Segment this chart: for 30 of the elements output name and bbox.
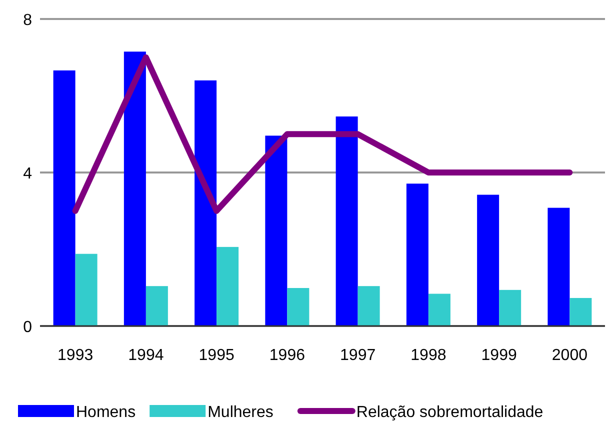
legend-label: Relação sobremortalidade bbox=[356, 404, 544, 421]
bar bbox=[146, 286, 168, 326]
x-tick-label: 1995 bbox=[198, 347, 234, 364]
x-tick-label: 1993 bbox=[58, 347, 94, 364]
bar bbox=[570, 298, 592, 326]
bar bbox=[358, 286, 380, 326]
y-tick-label: 4 bbox=[23, 166, 32, 182]
bar bbox=[406, 184, 428, 326]
x-tick-label: 1994 bbox=[128, 347, 164, 364]
x-tick-label: 1996 bbox=[269, 347, 306, 364]
bar bbox=[53, 70, 76, 326]
bar bbox=[428, 294, 450, 326]
bar bbox=[477, 194, 500, 326]
bar bbox=[194, 80, 217, 326]
bar bbox=[287, 288, 310, 326]
bar bbox=[336, 116, 358, 326]
legend-label: Mulheres bbox=[208, 404, 274, 421]
bar bbox=[499, 290, 522, 326]
bar bbox=[75, 254, 98, 326]
legend-label: Homens bbox=[76, 404, 136, 421]
bar bbox=[124, 52, 146, 326]
x-tick-label: 1998 bbox=[410, 347, 446, 364]
bar bbox=[216, 246, 239, 326]
y-tick-label: 8 bbox=[23, 12, 32, 29]
x-tick-label: 2000 bbox=[552, 347, 588, 364]
bar bbox=[548, 208, 570, 326]
bar bbox=[265, 136, 288, 326]
y-tick-label: 0 bbox=[23, 319, 32, 336]
x-tick-label: 1997 bbox=[340, 347, 376, 364]
x-tick-label: 1999 bbox=[481, 347, 517, 364]
